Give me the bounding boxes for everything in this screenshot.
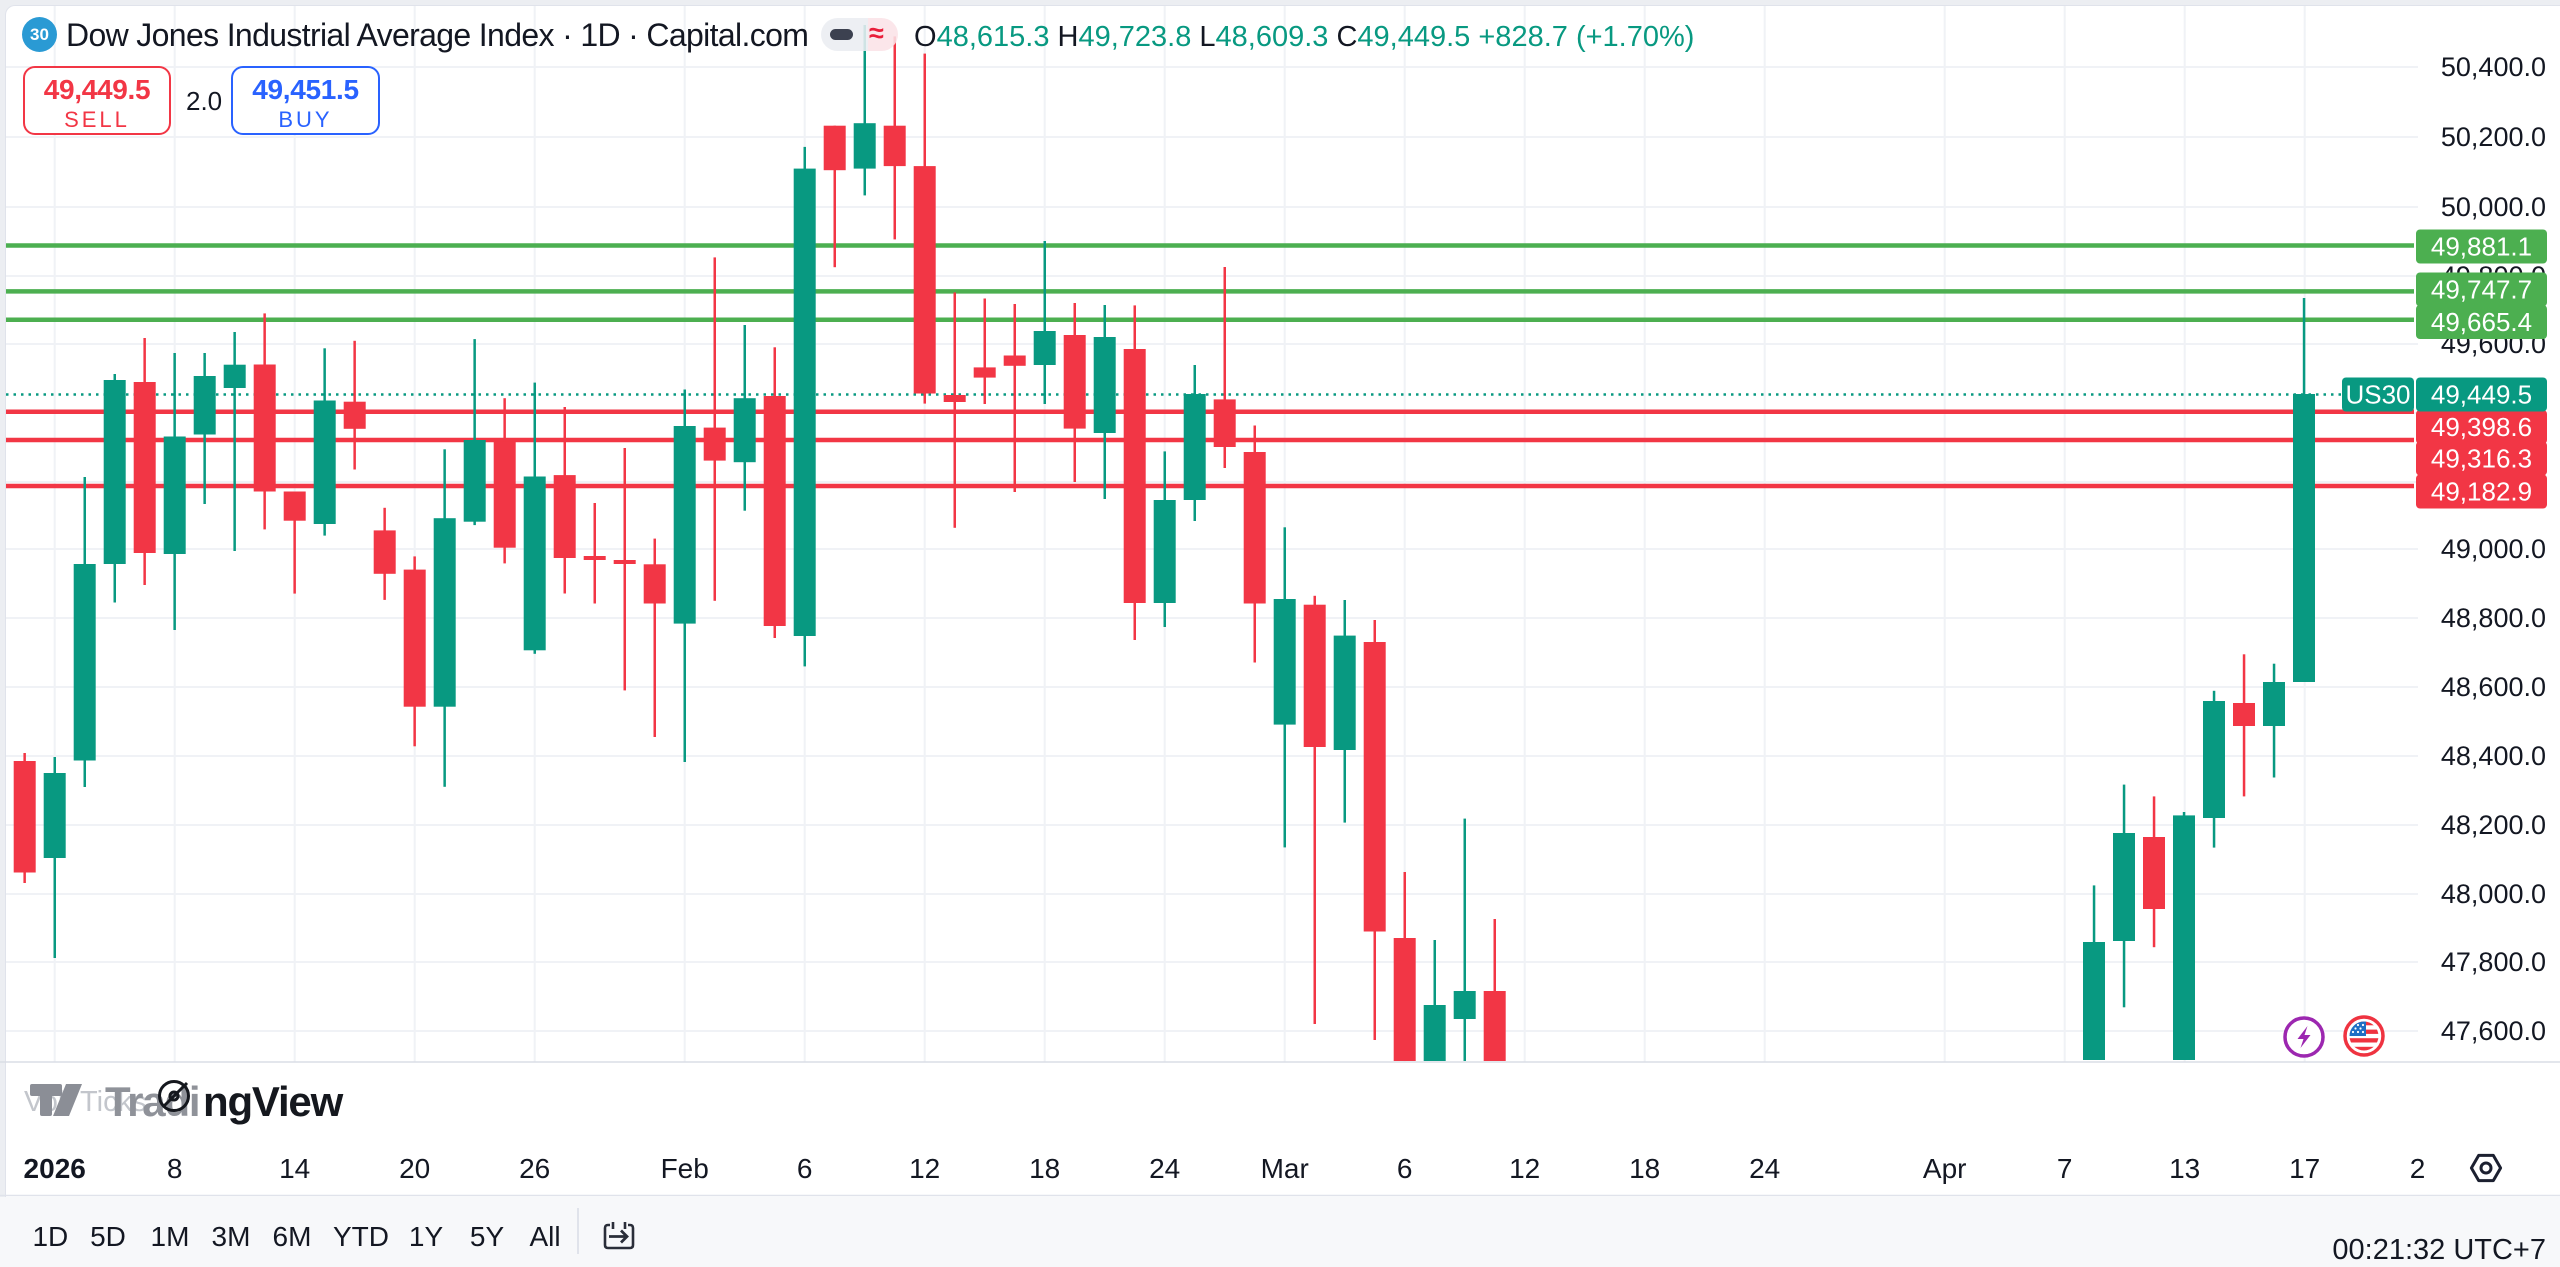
svg-text:ngView: ngView — [203, 1078, 344, 1125]
svg-text:Feb: Feb — [661, 1153, 709, 1184]
svg-text:49,398.6: 49,398.6 — [2431, 412, 2532, 442]
svg-text:47,800.0: 47,800.0 — [2441, 947, 2546, 977]
svg-text:18: 18 — [1029, 1153, 1060, 1184]
svg-text:49,316.3: 49,316.3 — [2431, 444, 2532, 474]
svg-text:49,747.7: 49,747.7 — [2431, 275, 2532, 305]
svg-text:14: 14 — [279, 1153, 310, 1184]
svg-text:48,200.0: 48,200.0 — [2441, 810, 2546, 840]
svg-text:50,000.0: 50,000.0 — [2441, 192, 2546, 222]
svg-text:17: 17 — [2289, 1153, 2320, 1184]
svg-text:6: 6 — [797, 1153, 813, 1184]
svg-text:49,665.4: 49,665.4 — [2431, 307, 2532, 337]
svg-text:7: 7 — [2057, 1153, 2073, 1184]
svg-text:49,182.9: 49,182.9 — [2431, 477, 2532, 507]
svg-text:49,000.0: 49,000.0 — [2441, 534, 2546, 564]
svg-text:48,000.0: 48,000.0 — [2441, 879, 2546, 909]
svg-text:50,400.0: 50,400.0 — [2441, 52, 2546, 82]
svg-text:24: 24 — [1149, 1153, 1180, 1184]
svg-text:US30: US30 — [2345, 380, 2410, 410]
svg-text:50,200.0: 50,200.0 — [2441, 122, 2546, 152]
svg-text:26: 26 — [519, 1153, 550, 1184]
svg-text:48,600.0: 48,600.0 — [2441, 672, 2546, 702]
svg-text:18: 18 — [1629, 1153, 1660, 1184]
svg-text:48,800.0: 48,800.0 — [2441, 603, 2546, 633]
svg-text:2: 2 — [2410, 1153, 2426, 1184]
svg-text:12: 12 — [909, 1153, 940, 1184]
svg-text:8: 8 — [167, 1153, 183, 1184]
svg-text:24: 24 — [1749, 1153, 1780, 1184]
svg-text:2026: 2026 — [24, 1153, 86, 1184]
svg-text:49,449.5: 49,449.5 — [2431, 380, 2532, 410]
svg-text:Apr: Apr — [1923, 1153, 1967, 1184]
svg-text:20: 20 — [399, 1153, 430, 1184]
svg-text:6: 6 — [1397, 1153, 1413, 1184]
svg-text:48,400.0: 48,400.0 — [2441, 741, 2546, 771]
svg-text:13: 13 — [2169, 1153, 2200, 1184]
svg-text:Mar: Mar — [1261, 1153, 1309, 1184]
svg-text:47,600.0: 47,600.0 — [2441, 1016, 2546, 1046]
svg-text:12: 12 — [1509, 1153, 1540, 1184]
svg-text:49,881.1: 49,881.1 — [2431, 232, 2532, 262]
